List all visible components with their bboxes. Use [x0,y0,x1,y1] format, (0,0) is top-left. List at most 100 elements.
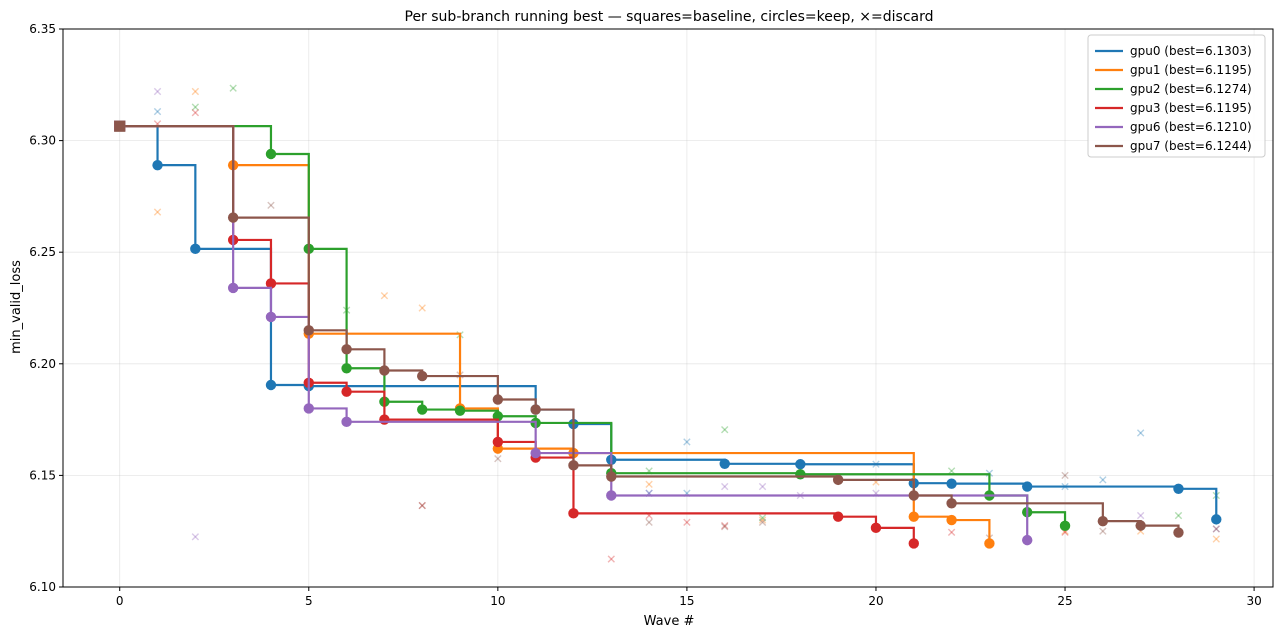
chart-title: Per sub-branch running best — squares=ba… [405,9,934,25]
discard-marker [683,438,691,446]
discard-stroke [1212,525,1220,533]
discard-stroke [494,454,502,463]
keep-marker [946,478,957,489]
keep-marker [795,459,806,470]
discard-stroke [947,467,956,475]
discard-stroke [645,518,653,526]
discard-stroke [758,482,767,491]
y-tick-label: 6.35 [29,22,56,36]
baseline-marker [114,120,126,132]
discard-marker [494,454,502,463]
discard-stroke [721,482,729,491]
keep-marker [568,460,579,471]
axes-layer: 0 5 10 15 20 25 30 6.10 6.15 6.20 6.25 6.30 6.35 [29,22,1274,608]
keep-marker [1211,514,1222,525]
keep-marker [454,405,466,416]
discard-stroke [153,107,162,116]
discard-stroke [1099,527,1107,535]
y-tick-label: 6.15 [29,468,56,482]
discard-marker [721,521,729,530]
legend-label: gpu2 (best=6.1274) [1130,82,1252,96]
keep-marker [606,471,617,482]
keep-marker [303,403,314,414]
keep-marker [379,414,390,425]
discard-stroke [1174,511,1183,520]
legend-label: gpu6 (best=6.1210) [1130,120,1252,134]
discard-stroke [758,516,767,524]
discard-stroke [1099,476,1107,484]
discard-marker [947,528,956,537]
legend-label: gpu0 (best=6.1303) [1130,44,1252,58]
discard-stroke [645,480,653,489]
discard-marker [153,107,162,116]
discard-marker [191,109,200,117]
discard-stroke [758,516,767,524]
discard-stroke [1099,476,1107,484]
keep-marker [795,469,806,480]
discard-stroke [758,518,767,526]
discard-stroke [1136,429,1145,437]
discard-marker [229,84,237,92]
discard-marker [758,514,767,522]
discard-marker [721,482,729,491]
discard-stroke [153,107,162,116]
y-tick-label: 6.25 [29,245,56,259]
legend-label: gpu3 (best=6.1195) [1130,101,1252,115]
discard-marker [758,516,767,524]
discard-stroke [191,533,200,541]
x-tick-label: 5 [305,594,313,608]
discard-stroke [153,208,162,216]
keep-marker [190,243,201,255]
keep-marker [265,148,277,160]
discard-stroke [758,514,767,522]
y-tick-label: 6.30 [29,134,56,148]
discard-marker [267,201,275,210]
plot-frame [62,28,1274,588]
discard-stroke [607,555,615,563]
x-axis-label: Wave # [644,614,695,629]
keep-marker [530,447,541,459]
discard-stroke [1136,511,1145,520]
keep-marker [227,282,239,294]
keep-marker [303,325,314,336]
keep-marker [1173,527,1184,538]
discard-marker [418,501,426,510]
keep-marker [870,522,882,534]
keep-marker [265,311,277,323]
keep-marker [265,278,277,289]
discard-marker [380,292,389,300]
series-layer [114,84,1222,563]
discard-marker [1212,525,1220,533]
discard-stroke [947,528,956,537]
discard-stroke [947,467,956,475]
series-step-line [119,124,1180,533]
discard-marker [645,518,653,526]
keep-marker [832,474,844,486]
discard-stroke [721,521,729,530]
x-tick-label: 25 [1057,594,1072,608]
discard-stroke [153,87,162,96]
discard-stroke [721,521,729,530]
discard-marker [1099,527,1107,535]
discard-stroke [645,480,653,489]
discard-stroke [418,501,426,510]
keep-marker [341,416,352,428]
discard-stroke [985,469,994,477]
keep-marker [719,458,730,469]
series-discards [153,87,1220,543]
discard-stroke [683,518,691,526]
discard-stroke [418,501,426,510]
keep-marker [341,344,352,355]
legend: gpu0 (best=6.1303) gpu1 (best=6.1195) gpu2… [1087,34,1266,158]
keep-marker [946,514,957,526]
discard-marker [947,467,956,475]
discard-stroke [191,109,200,117]
discard-stroke [1212,525,1220,533]
discard-marker [1136,429,1145,437]
discard-stroke [267,201,275,210]
legend-box [1087,34,1266,158]
series-step-line [119,124,1067,526]
keep-marker [908,511,919,522]
discard-stroke [607,555,615,563]
y-axis-label: min_valid_loss [9,260,24,354]
